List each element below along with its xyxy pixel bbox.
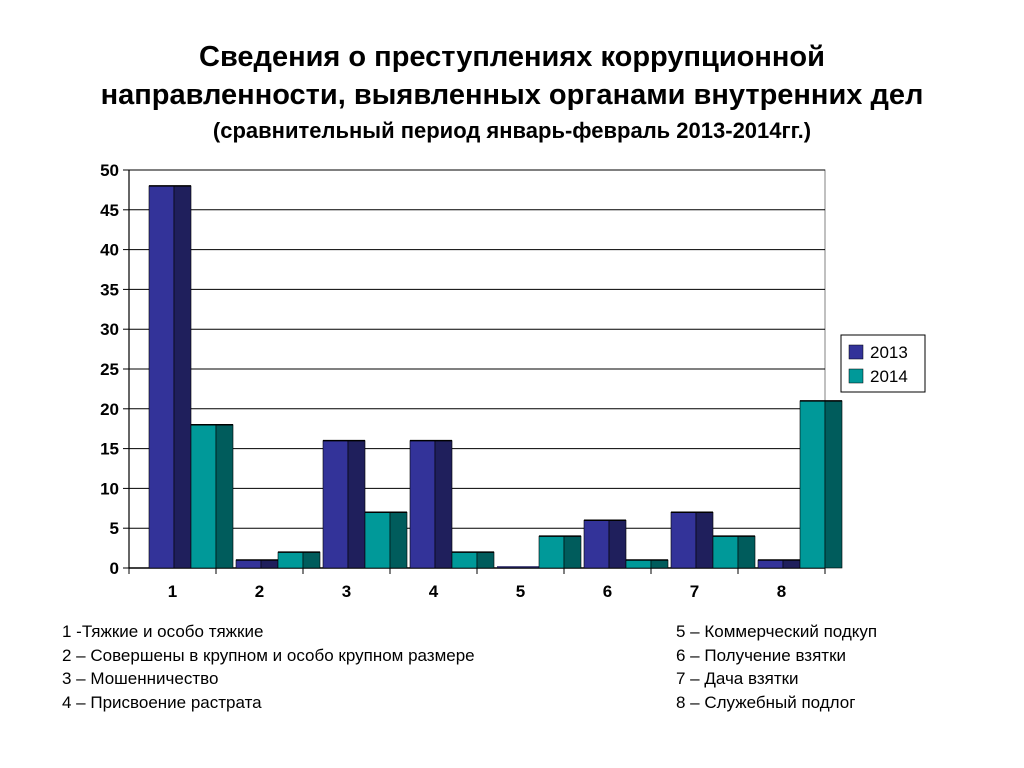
bar-2013-cat-8 — [757, 559, 801, 569]
bar-front — [409, 440, 436, 569]
bar-2014-cat-8 — [799, 400, 843, 569]
bar-2014-cat-7 — [712, 535, 756, 569]
caption-2: 2 – Совершены в крупном и особо крупном … — [62, 645, 475, 665]
y-tick-label: 15 — [100, 440, 119, 459]
caption-4: 4 – Присвоение растрата — [62, 692, 262, 712]
x-tick-label: 7 — [690, 582, 699, 601]
bars — [148, 185, 843, 569]
bar-front — [148, 185, 175, 569]
bar-front — [625, 559, 652, 569]
bar-2013-cat-1 — [148, 185, 192, 569]
bar-2014-cat-3 — [364, 511, 408, 569]
bar-front — [322, 440, 349, 569]
bar-side — [608, 519, 627, 569]
x-tick-label: 3 — [342, 582, 351, 601]
x-tick-label: 1 — [168, 582, 177, 601]
bar-2014-cat-6 — [625, 559, 669, 569]
bar-front — [538, 535, 565, 569]
legend-swatch-2013 — [848, 344, 864, 360]
x-tick-label: 8 — [777, 582, 786, 601]
legend-label-2013: 2013 — [870, 343, 908, 362]
y-tick-label: 25 — [100, 360, 119, 379]
bar-front — [757, 559, 784, 569]
chart-subtitle: (сравнительный период январь-февраль 201… — [212, 118, 812, 143]
caption-7: 7 – Дача взятки — [676, 669, 799, 688]
bar-side — [476, 551, 495, 569]
y-tick-label: 20 — [100, 400, 119, 419]
bar-2014-cat-4 — [451, 551, 495, 569]
caption-3: 3 – Мошенничество — [62, 669, 219, 688]
x-tick-label: 2 — [255, 582, 264, 601]
bar-side — [824, 400, 843, 569]
bar-2013-cat-7 — [670, 511, 714, 569]
x-tick-labels: 1 2 3 4 5 6 7 8 — [168, 582, 786, 601]
bar-front — [583, 519, 610, 569]
bar-2014-cat-5 — [538, 535, 582, 569]
bar-front — [712, 535, 739, 569]
bar-2014-cat-2 — [277, 551, 321, 569]
x-tick-label: 5 — [516, 582, 525, 601]
legend-label-2014: 2014 — [870, 367, 908, 386]
caption-1: 1 -Тяжкие и особо тяжкие — [62, 622, 264, 641]
x-tick-label: 6 — [603, 582, 612, 601]
bar-side — [389, 511, 408, 569]
captions-right-column: 5 – Коммерческий подкуп 6 – Получение вз… — [676, 620, 877, 714]
bar-side — [695, 511, 714, 569]
bar-side — [173, 185, 192, 569]
bar-front — [670, 511, 697, 569]
bar-2013-cat-3 — [322, 439, 366, 569]
bar-2013-cat-2 — [235, 559, 279, 569]
bar-front — [235, 559, 262, 569]
legend-swatch-2014 — [848, 368, 864, 384]
caption-6: 6 – Получение взятки — [676, 645, 847, 665]
bar-side — [347, 440, 366, 569]
bar-front — [190, 424, 217, 569]
chart-title-line-2: направленности, выявленных органами внут… — [100, 79, 924, 111]
caption-5: 5 – Коммерческий подкуп — [676, 622, 878, 641]
y-tick-label: 35 — [100, 280, 119, 299]
bar-side — [650, 559, 669, 569]
bar-front — [451, 551, 478, 569]
bar-2013-cat-4 — [409, 439, 453, 569]
bar-side — [563, 535, 582, 569]
bar-side — [215, 424, 234, 569]
y-tick-label: 10 — [100, 479, 119, 498]
gridlines — [128, 169, 826, 569]
bar-side — [782, 559, 801, 569]
chart-title-line-1: Сведения о преступлениях коррупционной — [199, 41, 825, 73]
bar-front — [799, 400, 826, 569]
y-tick-label: 30 — [100, 320, 119, 339]
y-tick-label: 50 — [100, 161, 119, 180]
bar-side — [260, 559, 279, 569]
y-tick-label: 40 — [100, 241, 119, 260]
bar-side — [302, 551, 321, 569]
y-tick-labels: 0 5 10 15 20 25 30 35 40 45 50 — [100, 161, 119, 578]
bar-side — [737, 535, 756, 569]
bar-side — [434, 440, 453, 569]
captions-left-column: 1 -Тяжкие и особо тяжкие 2 – Совершены в… — [62, 620, 475, 714]
bar-2014-cat-1 — [190, 423, 234, 569]
y-tick-label: 0 — [110, 559, 119, 578]
bar-front — [277, 551, 304, 569]
chart-title-block: Сведения о преступлениях коррупционной н… — [0, 38, 1024, 146]
bar-2013-cat-6 — [583, 519, 627, 569]
legend: 2013 2014 — [840, 334, 926, 393]
x-tick-label: 4 — [429, 582, 439, 601]
bar-front — [364, 511, 391, 569]
y-tick-label: 5 — [110, 519, 119, 538]
caption-8: 8 – Служебный подлог — [676, 692, 856, 712]
y-tick-label: 45 — [100, 201, 119, 220]
